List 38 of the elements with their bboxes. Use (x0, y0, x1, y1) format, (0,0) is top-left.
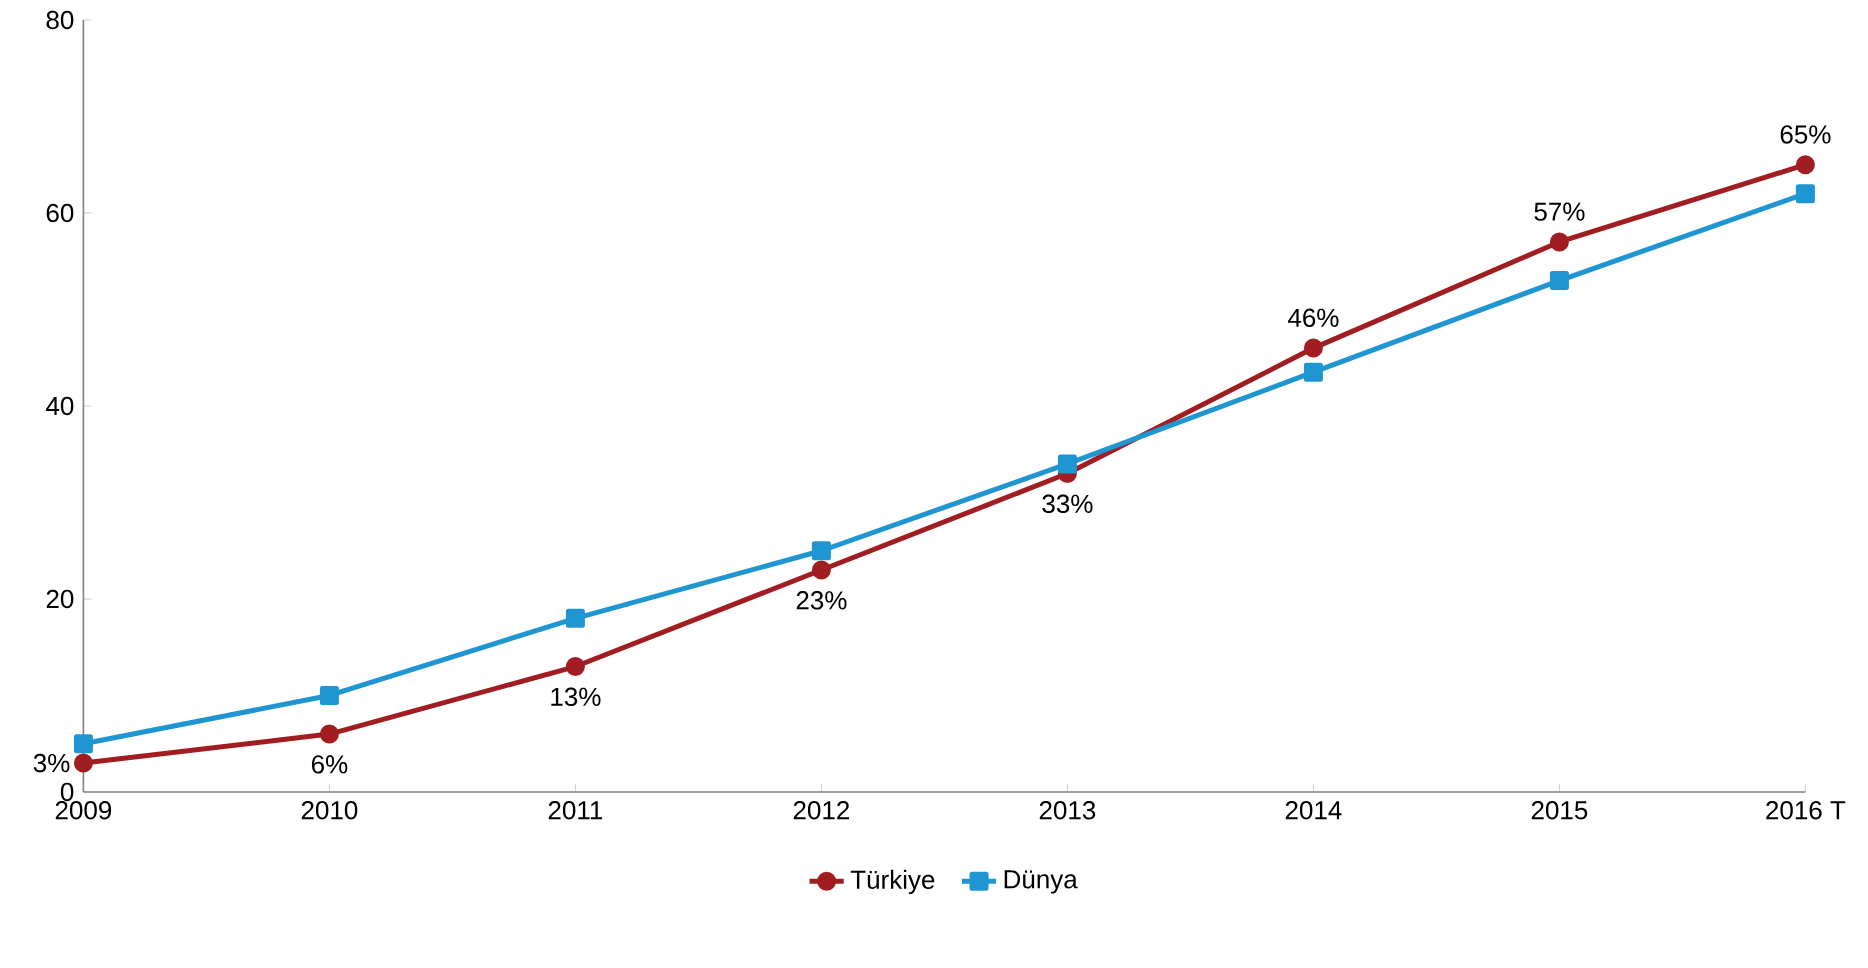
x-tick-label: 2013 (1039, 801, 1096, 820)
legend-label: Dünya (1004, 870, 1078, 894)
data-label: 13% (551, 687, 601, 707)
data-label: 33% (1042, 494, 1093, 514)
x-tick-label: 2016 T (1766, 801, 1846, 820)
point (319, 685, 339, 705)
point (565, 608, 585, 628)
x-tick-label: 2010 (301, 801, 358, 820)
point (565, 657, 585, 677)
point (319, 724, 339, 744)
x-tick-label: 2015 (1531, 801, 1588, 820)
data-label: 6% (311, 755, 348, 774)
y-tick-label: 60 (46, 203, 74, 223)
data-label: 46% (1287, 308, 1339, 328)
point (1057, 454, 1077, 474)
y-tick-label: 0 (60, 782, 74, 802)
data-label: 65% (1780, 125, 1831, 144)
x-tick-label: 2014 (1285, 801, 1342, 820)
point (1303, 338, 1323, 358)
data-label: 3% (33, 753, 70, 773)
point (73, 753, 93, 773)
point (73, 734, 93, 754)
point (1549, 271, 1569, 291)
point (811, 541, 831, 561)
x-tick-label: 2012 (793, 801, 849, 820)
point (1303, 362, 1323, 382)
y-tick-label: 20 (46, 589, 74, 609)
data-label: 57% (1534, 202, 1585, 221)
data-label: 23% (796, 591, 847, 610)
y-tick-label: 80 (46, 10, 74, 30)
point (811, 560, 831, 580)
x-tick-label: 2009 (55, 801, 112, 820)
y-tick-label: 40 (46, 396, 74, 416)
point (1549, 232, 1569, 252)
point (1795, 155, 1815, 175)
legend-label: Türkiye (850, 869, 935, 895)
point (1795, 184, 1815, 204)
x-tick-label: 2011 (548, 801, 603, 820)
